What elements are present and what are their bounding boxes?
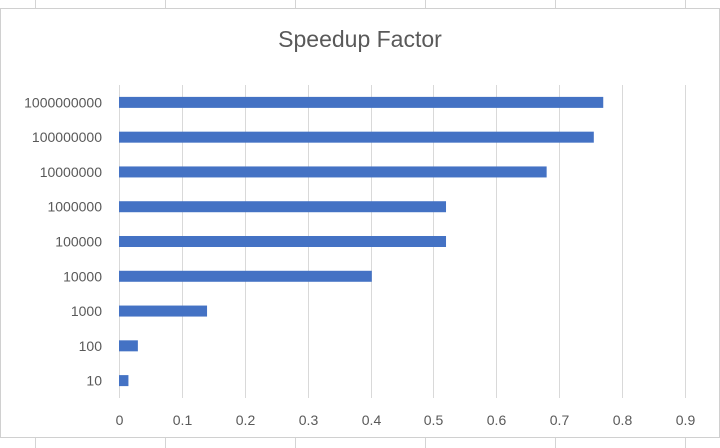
y-category-label: 100000000 xyxy=(32,129,102,145)
y-category-label: 100 xyxy=(79,338,103,354)
cell-gridline xyxy=(555,438,556,448)
y-category-label: 1000000 xyxy=(47,199,102,215)
bar xyxy=(119,236,447,247)
cell-gridline xyxy=(295,0,296,8)
x-tick-label: 0.4 xyxy=(362,412,382,428)
y-category-label: 100000 xyxy=(55,234,102,250)
bar xyxy=(119,270,372,282)
y-category-label: 1000 xyxy=(71,303,102,319)
cell-gridline xyxy=(555,0,556,8)
x-tick-label: 0.1 xyxy=(173,412,193,428)
x-tick-label: 0.7 xyxy=(550,412,570,428)
bar xyxy=(119,166,547,178)
cell-gridline xyxy=(295,438,296,448)
x-tick-label: 0.6 xyxy=(487,412,507,428)
cell-gridline xyxy=(425,438,426,448)
bar xyxy=(119,305,208,317)
x-tick-label: 0.8 xyxy=(613,412,633,428)
cell-gridline xyxy=(165,438,166,448)
cell-gridline xyxy=(35,438,36,448)
bar xyxy=(119,96,604,108)
x-tick-label: 0.3 xyxy=(299,412,319,428)
cell-gridline xyxy=(685,438,686,448)
y-category-label: 10000000 xyxy=(40,164,103,180)
x-tick-label: 0.2 xyxy=(236,412,256,428)
cell-gridline xyxy=(425,0,426,8)
x-tick-label: 0.5 xyxy=(424,412,444,428)
bar xyxy=(119,131,594,143)
x-tick-label: 0 xyxy=(116,412,124,428)
chart-title: Speedup Factor xyxy=(278,26,442,52)
x-tick-label: 0.9 xyxy=(676,412,696,428)
bar xyxy=(119,340,138,352)
y-category-label: 10000 xyxy=(63,268,102,284)
bar xyxy=(119,375,129,387)
cell-gridline xyxy=(35,0,36,8)
cell-gridline xyxy=(685,0,686,8)
bar xyxy=(119,201,447,213)
cell-gridline xyxy=(165,0,166,8)
y-category-label: 10 xyxy=(86,373,102,389)
y-category-label: 1000000000 xyxy=(24,94,102,110)
